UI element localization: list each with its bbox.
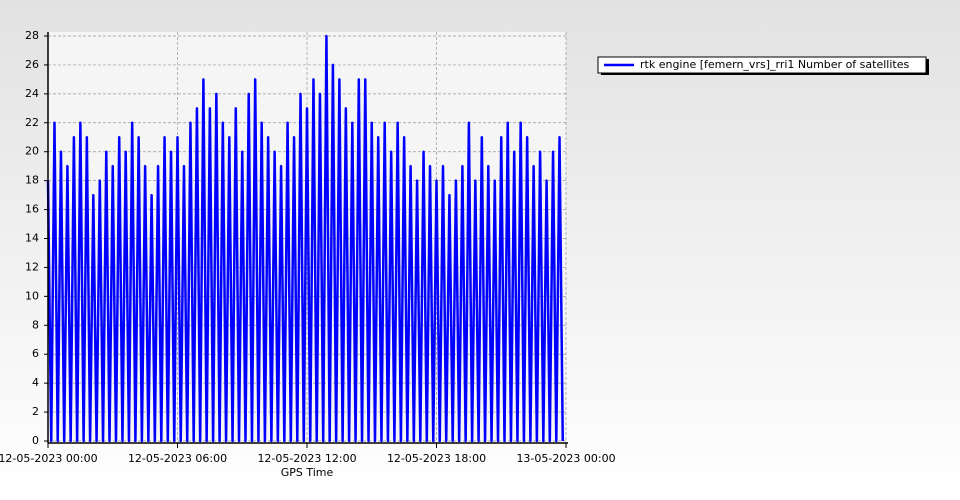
y-tick-label: 28	[25, 29, 39, 42]
legend: rtk engine [femern_vrs]_rri1 Number of s…	[597, 56, 929, 75]
y-tick-label: 2	[32, 405, 39, 418]
y-tick-label: 6	[32, 347, 39, 360]
series-line	[46, 34, 565, 443]
y-tick-label: 16	[25, 203, 39, 216]
y-tick-label: 26	[25, 58, 39, 71]
y-tick-label: 24	[25, 87, 39, 100]
x-tick-label: 12-05-2023 12:00	[257, 452, 356, 465]
y-tick-label: 12	[25, 260, 39, 273]
x-tick-label: 12-05-2023 00:00	[0, 452, 98, 465]
y-tick-label: 14	[25, 232, 39, 245]
y-tick-label: 8	[32, 318, 39, 331]
y-tick-label: 20	[25, 145, 39, 158]
y-tick-label: 0	[32, 434, 39, 447]
y-tick-label: 4	[32, 376, 39, 389]
x-tick-label: 12-05-2023 18:00	[387, 452, 486, 465]
legend-box	[597, 56, 927, 74]
x-tick-label: 12-05-2023 06:00	[128, 452, 227, 465]
y-tick-label: 10	[25, 289, 39, 302]
legend-label: rtk engine [femern_vrs]_rri1 Number of s…	[640, 58, 909, 71]
x-axis-title: GPS Time	[281, 466, 334, 479]
marks	[46, 34, 565, 443]
y-tick-label: 22	[25, 116, 39, 129]
y-tick-label: 18	[25, 174, 39, 187]
x-tick-label: 13-05-2023 00:00	[516, 452, 615, 465]
